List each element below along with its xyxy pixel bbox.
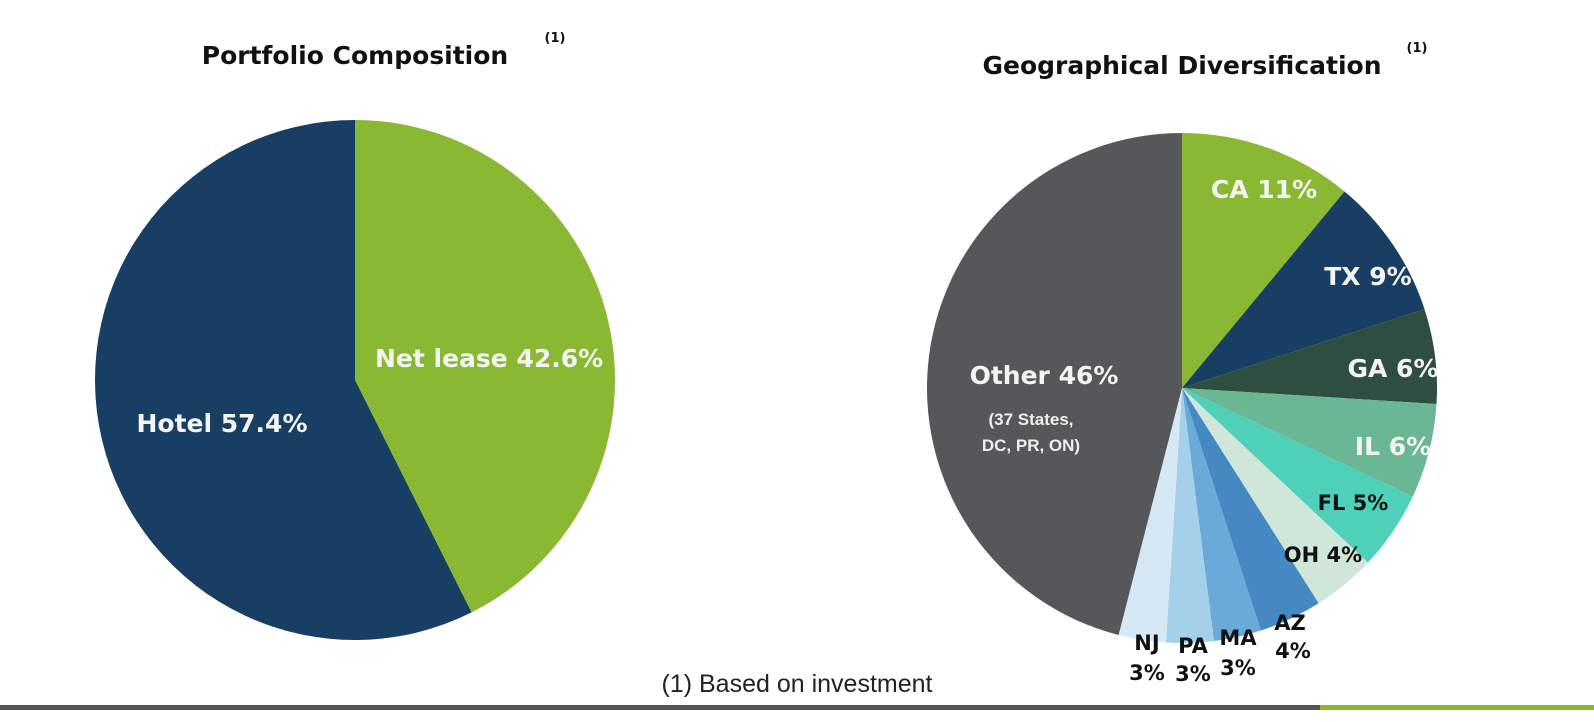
net-lease-slice-label: Net lease 42.6%: [375, 344, 603, 373]
pa-slice-label-name: PA: [1178, 634, 1208, 658]
portfolio-pie-slices: [95, 120, 616, 640]
portfolio-composition-chart: Portfolio Composition (1) Net lease 42.6…: [95, 31, 616, 640]
other-slice-label: Other 46%: [970, 361, 1119, 390]
geo-az-slice: [1182, 388, 1319, 631]
other-slice-sublabel-line2: DC, PR, ON): [982, 436, 1080, 455]
portfolio-hotel-slice: [95, 120, 472, 640]
nj-slice-label-value: 3%: [1129, 661, 1165, 685]
geo-ma-slice: [1182, 388, 1261, 641]
portfolio-composition-title: Portfolio Composition: [202, 41, 508, 70]
ca-slice-label: CA 11%: [1211, 175, 1317, 204]
pa-slice-label-value: 3%: [1175, 662, 1211, 686]
portfolio-composition-title-note: (1): [545, 31, 566, 46]
geographical-diversification-chart: Geographical Diversification (1) CA 11% …: [927, 41, 1439, 686]
geo-ga-slice: [1182, 309, 1438, 405]
ma-slice-label-name: MA: [1219, 626, 1257, 650]
geo-ca-slice: [1182, 133, 1345, 388]
geo-tx-slice: [1182, 191, 1425, 388]
geo-pie-slices: [927, 133, 1438, 643]
az-slice-label-name: AZ: [1274, 611, 1305, 635]
geo-oh-slice: [1182, 388, 1368, 604]
il-slice-label: IL 6%: [1355, 432, 1431, 461]
oh-slice-label: OH 4%: [1284, 543, 1362, 567]
geo-pa-slice: [1165, 388, 1214, 643]
footnote: (1) Based on investment: [662, 670, 933, 698]
geo-fl-slice: [1182, 388, 1413, 563]
portfolio-net-lease-slice: [355, 120, 616, 613]
geo-other-slice: [927, 133, 1182, 635]
fl-slice-label: FL 5%: [1318, 491, 1389, 515]
geo-nj-slice: [1118, 388, 1182, 643]
az-slice-label-value: 4%: [1275, 639, 1311, 663]
geographical-diversification-title-note: (1): [1407, 41, 1428, 56]
geo-il-slice: [1182, 388, 1437, 497]
geographical-diversification-title: Geographical Diversification: [982, 51, 1381, 80]
hotel-slice-label: Hotel 57.4%: [136, 409, 307, 438]
ga-slice-label: GA 6%: [1347, 354, 1438, 383]
ma-slice-label-value: 3%: [1220, 656, 1256, 680]
bottom-divider: [0, 705, 1594, 710]
tx-slice-label: TX 9%: [1324, 262, 1411, 291]
other-slice-sublabel-line1: (37 States,: [988, 410, 1073, 429]
nj-slice-label-name: NJ: [1134, 631, 1159, 655]
